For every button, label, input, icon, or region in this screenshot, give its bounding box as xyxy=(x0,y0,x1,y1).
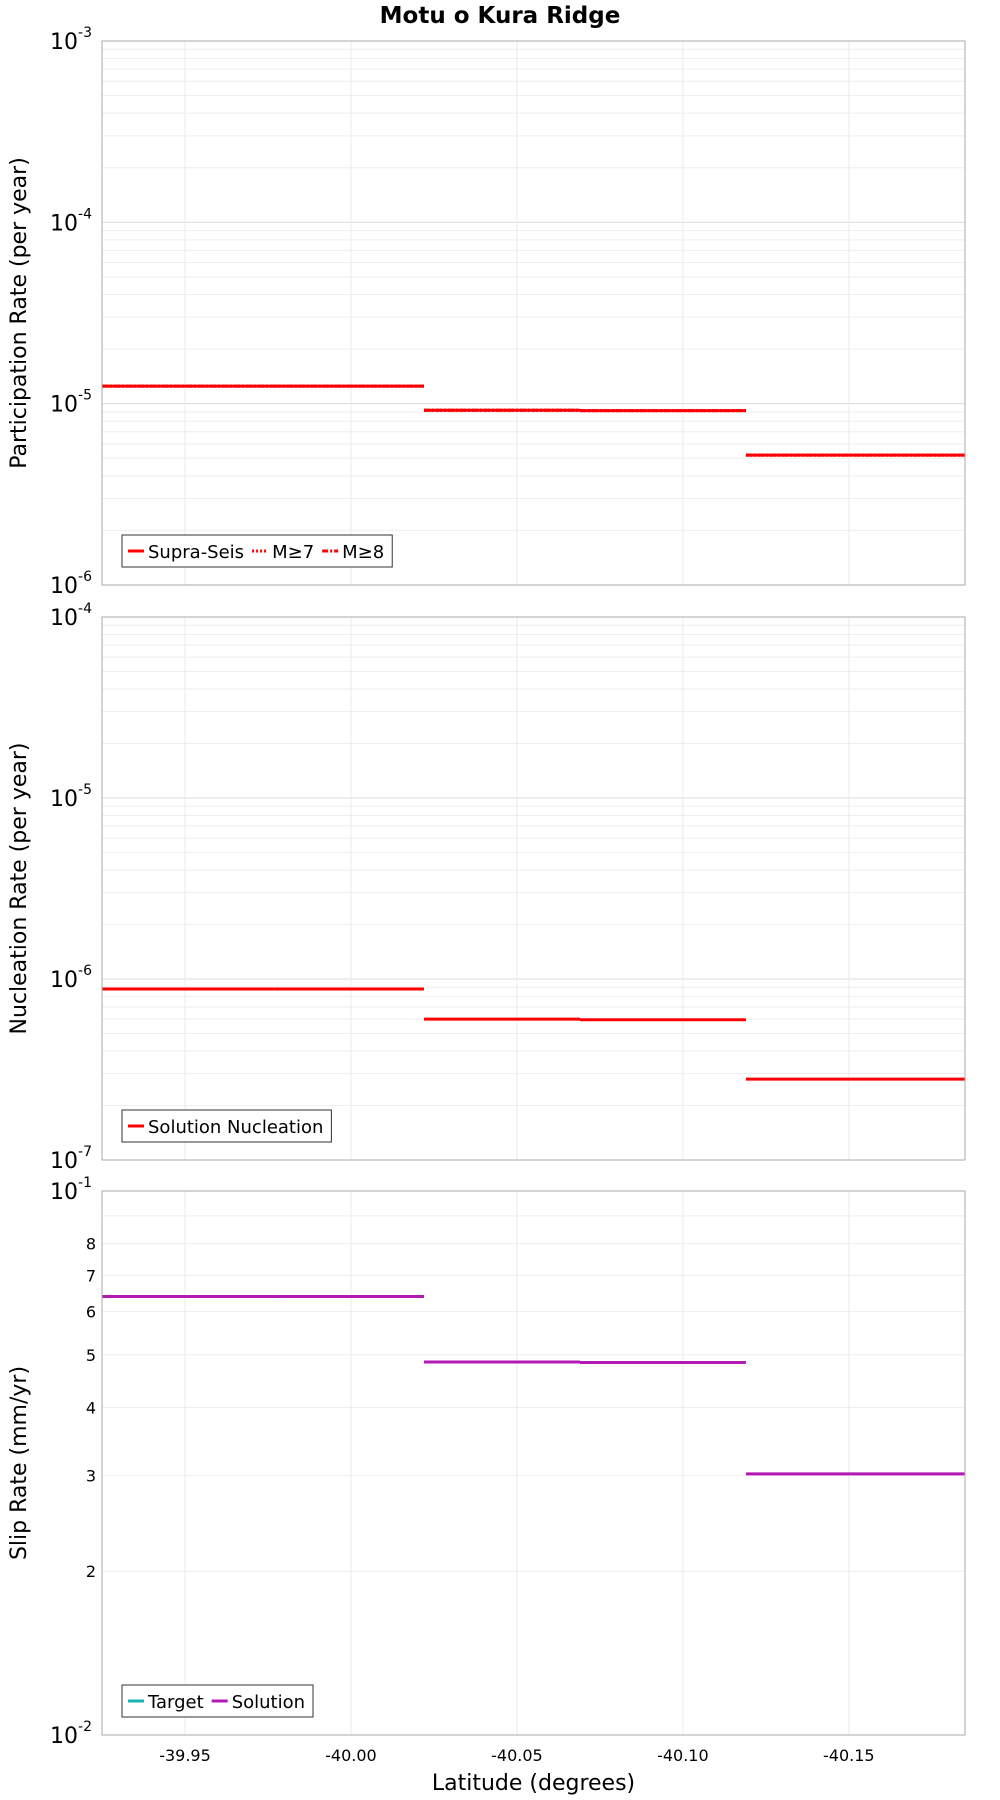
x-grid xyxy=(184,1191,850,1735)
legend-label: M≥7 xyxy=(272,542,314,563)
y-tick-labels: 10-710-610-510-4 xyxy=(50,601,92,1174)
y-tick-base: 10 xyxy=(50,787,78,812)
x-tick-label: -40.05 xyxy=(491,1746,543,1765)
series-solution xyxy=(102,1294,965,1476)
x-grid xyxy=(184,617,850,1160)
y-minor-tick-label: 4 xyxy=(86,1398,96,1417)
y-minor-tick-label: 8 xyxy=(86,1235,96,1254)
y-tick-label: 10-1 xyxy=(50,1175,92,1205)
plot-frame xyxy=(101,40,966,586)
y-tick-label: 10-5 xyxy=(50,388,92,418)
y-minor-tick-label: 3 xyxy=(86,1466,96,1485)
x-tick-label: -40.00 xyxy=(325,1746,377,1765)
y-grid xyxy=(102,1215,965,1572)
legend-label: Target xyxy=(147,1692,204,1713)
y-tick-base: 10 xyxy=(50,211,78,236)
y-tick-label: 10-6 xyxy=(50,569,92,599)
y-tick-label: 10-2 xyxy=(50,1719,92,1749)
y-tick-label: 10-6 xyxy=(50,963,92,993)
y-axis-label: Nucleation Rate (per year) xyxy=(7,743,32,1035)
plot-area xyxy=(102,1191,965,1735)
y-tick-base: 10 xyxy=(50,30,78,55)
y-tick-label: 10-5 xyxy=(50,782,92,812)
series-solution-nucleation xyxy=(102,987,965,1081)
x-tick-label: -40.15 xyxy=(823,1746,875,1765)
y-tick-base: 10 xyxy=(50,968,78,993)
y-minor-tick-label: 2 xyxy=(86,1562,96,1581)
chart-title: Motu o Kura Ridge xyxy=(380,3,621,29)
plot-area xyxy=(102,617,965,1160)
x-grid xyxy=(184,41,850,585)
plot-frame xyxy=(101,616,966,1161)
y-minor-tick-label: 5 xyxy=(86,1346,96,1365)
plot-frame xyxy=(101,1190,966,1736)
x-tick-label: -40.10 xyxy=(657,1746,709,1765)
y-tick-exponent: -2 xyxy=(78,1719,92,1735)
y-tick-base: 10 xyxy=(50,606,78,631)
y-tick-exponent: -6 xyxy=(78,963,92,979)
legend: Supra-Seis M≥7 M≥8 xyxy=(121,534,393,568)
x-tick-label: -39.95 xyxy=(159,1746,211,1765)
series-m-8 xyxy=(102,384,965,457)
legend-label: Solution xyxy=(232,1692,305,1713)
legend: Solution Nucleation xyxy=(121,1109,332,1143)
y-tick-exponent: -4 xyxy=(78,601,92,617)
legend-label: Supra-Seis xyxy=(148,542,244,563)
y-grid xyxy=(102,624,965,1107)
legend: Target Solution xyxy=(121,1684,314,1718)
y-tick-base: 10 xyxy=(50,1180,78,1205)
legend-label: Solution Nucleation xyxy=(148,1117,323,1138)
y-axis-label: Slip Rate (mm/yr) xyxy=(7,1366,32,1560)
y-minor-tick-labels: 2 3 4 5 6 7 8 xyxy=(86,1235,96,1582)
y-tick-base: 10 xyxy=(50,1149,78,1174)
y-tick-label: 10-3 xyxy=(50,25,92,55)
y-tick-base: 10 xyxy=(50,574,78,599)
y-tick-exponent: -4 xyxy=(78,206,92,222)
y-minor-tick-label: 7 xyxy=(86,1266,96,1285)
y-tick-exponent: -3 xyxy=(78,25,92,41)
y-tick-exponent: -5 xyxy=(78,388,92,404)
plot-area xyxy=(102,41,965,585)
y-tick-exponent: -5 xyxy=(78,782,92,798)
x-tick-labels: -39.95 -40.00 -40.05 -40.10 -40.15 xyxy=(159,1746,874,1765)
y-tick-label: 10-4 xyxy=(50,206,92,236)
y-tick-labels: 10-610-510-410-3 xyxy=(50,25,92,599)
y-minor-tick-label: 6 xyxy=(86,1303,96,1322)
y-tick-label: 10-4 xyxy=(50,601,92,631)
y-tick-exponent: -1 xyxy=(78,1175,92,1191)
y-tick-exponent: -7 xyxy=(78,1144,92,1160)
y-tick-exponent: -6 xyxy=(78,569,92,585)
y-tick-base: 10 xyxy=(50,393,78,418)
legend-box xyxy=(121,1109,332,1143)
y-grid xyxy=(102,48,965,531)
y-tick-labels: 10-210-1 xyxy=(50,1175,92,1749)
y-tick-base: 10 xyxy=(50,1724,78,1749)
y-tick-label: 10-7 xyxy=(50,1144,92,1174)
y-axis-label: Participation Rate (per year) xyxy=(7,157,32,469)
x-axis-label: Latitude (degrees) xyxy=(432,1771,635,1796)
legend-label: M≥8 xyxy=(342,542,384,563)
